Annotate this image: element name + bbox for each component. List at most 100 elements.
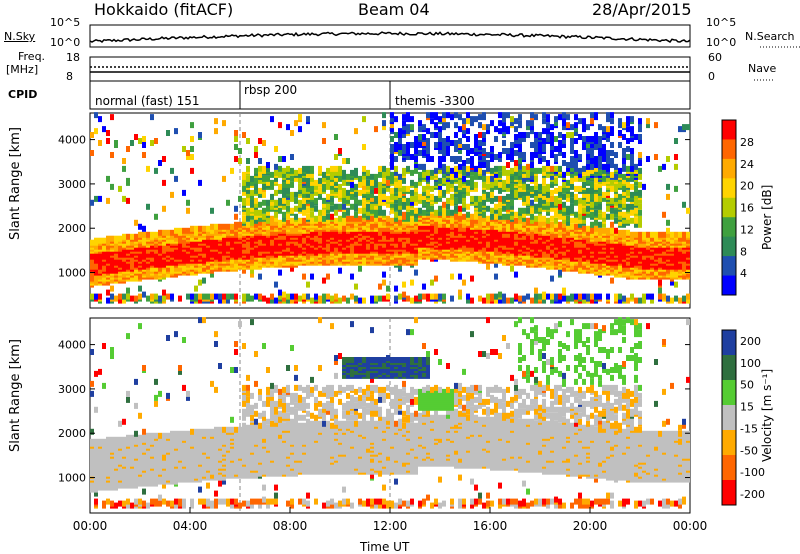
power-cell xyxy=(466,112,470,119)
power-cell xyxy=(506,154,510,160)
power-cell xyxy=(378,203,382,210)
power-cell xyxy=(290,191,294,198)
power-cell xyxy=(562,287,566,294)
power-cell xyxy=(430,205,434,212)
power-cell xyxy=(302,195,306,202)
power-cell xyxy=(490,189,494,196)
power-cell xyxy=(534,207,538,214)
power-cell xyxy=(530,124,534,131)
power-cell xyxy=(434,122,438,129)
power-cell xyxy=(562,152,566,158)
power-cell xyxy=(598,293,602,300)
power-cell xyxy=(470,181,474,188)
power-cell xyxy=(466,165,470,172)
power-cell xyxy=(282,211,286,218)
power-cell xyxy=(546,160,550,166)
power-cell xyxy=(318,193,322,200)
power-cell xyxy=(466,118,470,125)
power-cell xyxy=(606,227,610,234)
power-cell xyxy=(542,169,546,176)
power-cell xyxy=(502,183,506,190)
power-cell xyxy=(310,175,314,182)
power-cell xyxy=(542,118,546,125)
power-cell xyxy=(362,211,366,218)
power-cell xyxy=(462,163,466,170)
power-cell xyxy=(150,140,154,146)
power-cell xyxy=(406,197,410,204)
power-cell xyxy=(554,154,558,160)
power-cell xyxy=(450,114,454,121)
power-cell xyxy=(542,219,546,226)
power-cell xyxy=(90,150,94,156)
date-title: 28/Apr/2015 xyxy=(592,0,692,19)
cpid-segment-3: themis -3300 xyxy=(395,94,475,108)
power-cell xyxy=(534,136,538,142)
power-cell xyxy=(198,179,202,186)
power-cell xyxy=(478,140,482,146)
power-cell xyxy=(530,112,534,119)
power-cell xyxy=(466,189,470,196)
power-cell xyxy=(354,197,358,204)
power-cell xyxy=(502,297,506,304)
power-cell xyxy=(514,142,518,148)
power-cell xyxy=(94,112,98,119)
power-cell xyxy=(418,171,422,178)
power-cell xyxy=(470,275,474,282)
power-cell xyxy=(514,138,518,144)
power-cell xyxy=(282,203,286,210)
power-cell xyxy=(474,142,478,148)
power-cell xyxy=(402,211,406,218)
power-cell xyxy=(446,122,450,129)
power-cell xyxy=(122,233,126,240)
power-cell xyxy=(450,156,454,162)
power-cell xyxy=(322,122,326,129)
power-cell xyxy=(298,183,302,190)
power-cell xyxy=(610,171,614,178)
power-cell xyxy=(174,128,178,135)
power-cell xyxy=(286,177,290,184)
power-cell xyxy=(446,112,450,119)
power-cell xyxy=(502,165,506,172)
power-cell xyxy=(458,156,462,162)
power-cell xyxy=(382,209,386,216)
power-cell xyxy=(474,146,478,152)
power-cell xyxy=(394,295,398,302)
power-cell xyxy=(138,293,142,300)
power-cell xyxy=(402,114,406,121)
power-cell xyxy=(446,140,450,146)
power-cell xyxy=(558,197,562,204)
power-cell xyxy=(450,140,454,146)
power-cell xyxy=(566,162,570,168)
power-cell xyxy=(526,120,530,127)
power-cell xyxy=(406,295,410,302)
nsearch-tick-high: 10^5 xyxy=(706,16,737,29)
power-cell xyxy=(322,293,326,300)
power-cell xyxy=(342,211,346,218)
power-cell xyxy=(394,181,398,188)
power-cell xyxy=(362,201,366,208)
power-cell xyxy=(414,181,418,188)
power-cell xyxy=(298,177,302,184)
power-cell xyxy=(390,144,394,150)
power-cell xyxy=(290,175,294,182)
power-cell xyxy=(590,211,594,218)
power-cell xyxy=(466,185,470,192)
power-cell xyxy=(550,144,554,150)
power-cell xyxy=(354,201,358,208)
power-cell xyxy=(562,138,566,144)
power-cell xyxy=(526,217,530,224)
power-cell xyxy=(214,293,218,300)
power-cell xyxy=(454,191,458,198)
nsky-trace xyxy=(89,31,691,43)
power-cell xyxy=(394,203,398,210)
power-cell xyxy=(490,213,494,220)
power-cell xyxy=(270,193,274,200)
power-cell xyxy=(278,293,282,300)
power-cell xyxy=(558,207,562,214)
power-cell xyxy=(286,165,290,172)
power-cell xyxy=(286,213,290,220)
power-cell xyxy=(294,293,298,300)
power-cell xyxy=(338,297,342,304)
power-cell xyxy=(546,128,550,135)
power-cell xyxy=(266,165,270,172)
